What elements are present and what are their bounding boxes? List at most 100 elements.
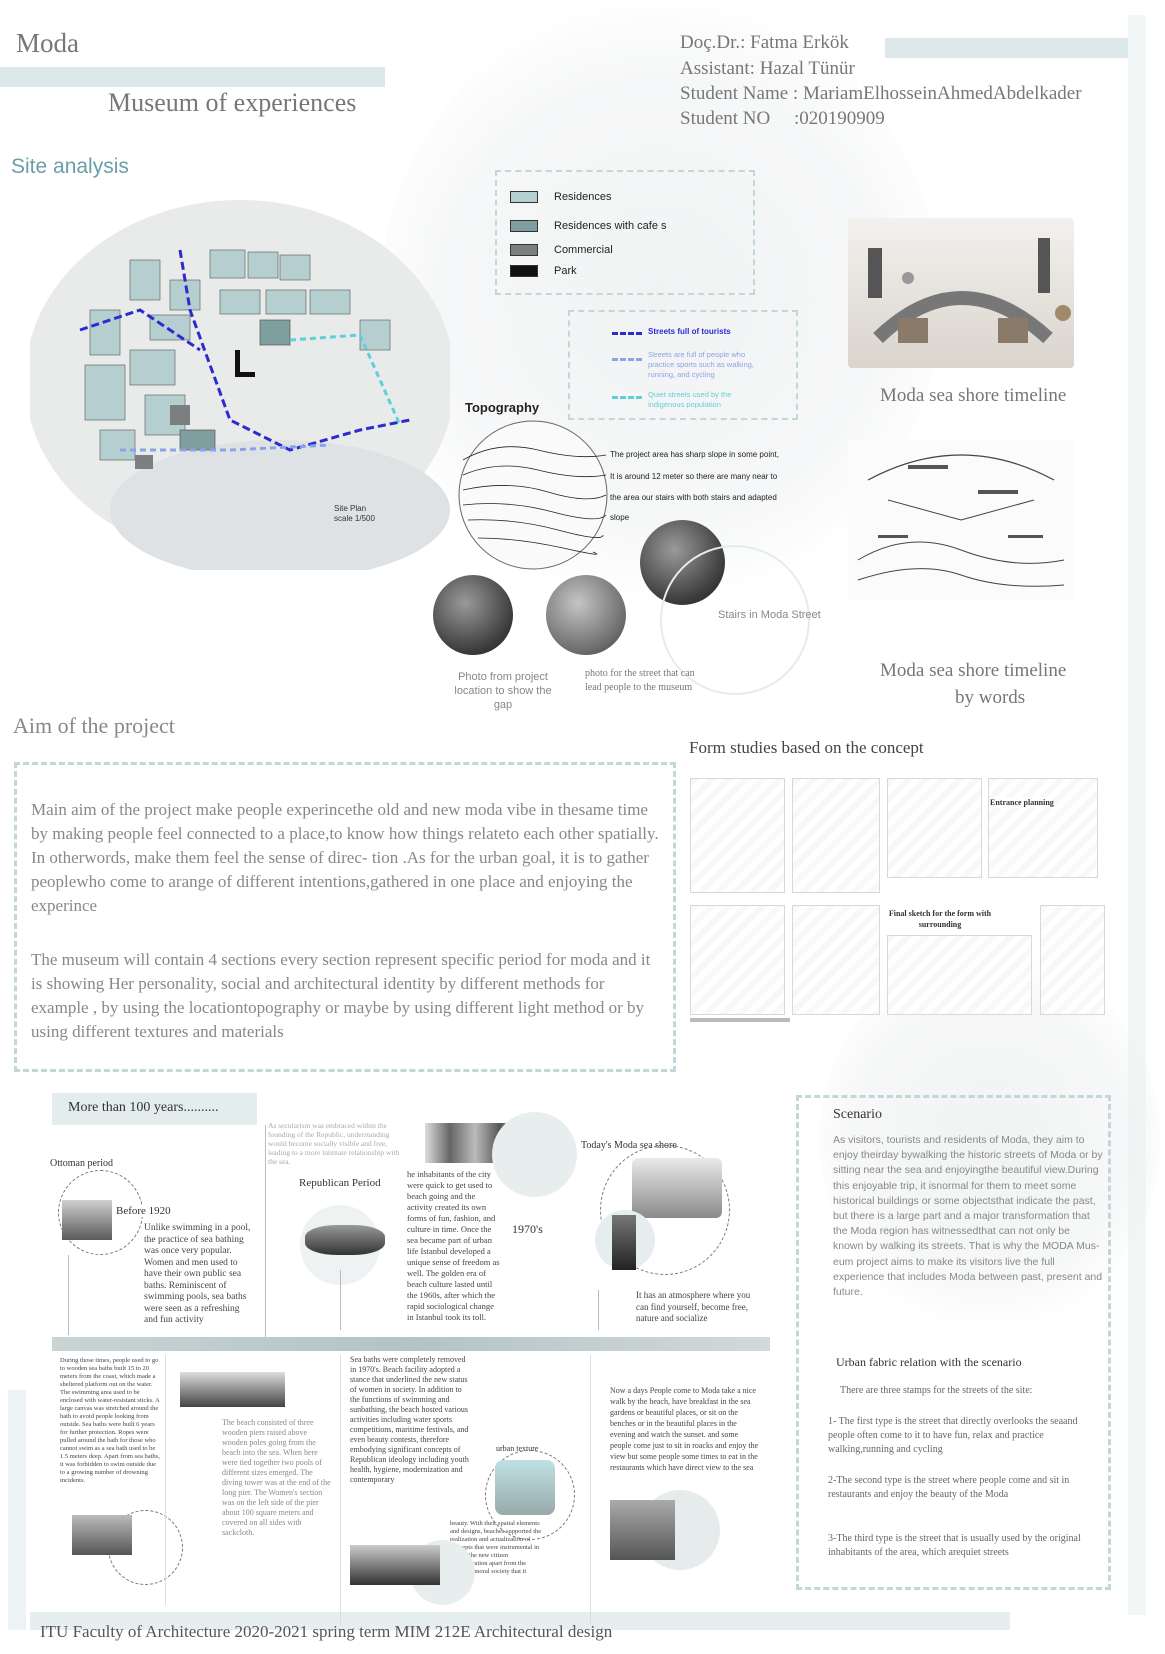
streets-legend-label: Streets full of tourists (648, 327, 731, 336)
beach-crowd-photo (350, 1545, 440, 1585)
street-photo (546, 575, 626, 655)
words-timeline-subtitle: by words (955, 687, 1026, 708)
footer-strip (30, 1612, 1010, 1630)
seventies-circle (492, 1112, 577, 1197)
aim-paragraph-1: Main aim of the project make people expe… (31, 800, 659, 915)
park-swatch (510, 265, 538, 277)
before-1920-text: Unlike swimming in a pool, the practice … (144, 1223, 251, 1325)
sea-bath-text: During those times, people used to go to… (60, 1357, 160, 1484)
entrance-planning-sketch (988, 778, 1098, 878)
streets-legend-label: Quiet streets used by the indigenous pop… (648, 390, 732, 409)
topography-text-line: It is around 12 meter so there are many … (610, 472, 778, 481)
nowadays-text: Now a days People come to Moda take a ni… (610, 1386, 759, 1472)
project-location-title: Moda (16, 28, 79, 58)
student-number: Student NO :020190909 (680, 108, 885, 129)
legend-label: Park (554, 265, 577, 277)
republican-beach-text: Sea baths were completely removed in 197… (350, 1355, 469, 1484)
today-label: Today's Moda sea shore (581, 1140, 677, 1151)
streets-legend (568, 310, 798, 420)
legend-label: Residences (554, 191, 612, 203)
form-sketch (887, 778, 982, 878)
words-diagram-drawing (857, 454, 1065, 587)
student-name: Student Name : MariamElhosseinAhmedAbdel… (680, 83, 1082, 104)
final-sketch-label: Final sketch for the form with surroundi… (888, 909, 992, 929)
timeline-title-bar (52, 1093, 257, 1125)
street-type-3: 3-The third type is the street that is u… (828, 1533, 1081, 1558)
form-sketch (792, 778, 880, 893)
scenario-box (796, 1095, 1111, 1590)
assistant-name: Assistant: Hazal Tünür (680, 58, 855, 79)
timeline-collage-title: Moda sea shore timeline (880, 385, 1067, 406)
timeline-divider (165, 1355, 166, 1605)
nowadays-photo (610, 1500, 675, 1560)
urban-fabric-title: Urban fabric relation with the scenario (836, 1355, 1022, 1369)
timeline-bar (52, 1337, 770, 1351)
legend-label: Commercial (554, 244, 613, 256)
topography-text-line: the area our stairs with both stairs and… (610, 493, 777, 502)
quiet-street-line (612, 396, 642, 399)
before-1920-label: Before 1920 (116, 1205, 171, 1217)
form-sketch (690, 778, 785, 893)
urban-texture-circle (485, 1450, 575, 1540)
final-form-sketch (887, 935, 1032, 1015)
scenario-text: As visitors, tourists and residents of M… (833, 1134, 1103, 1299)
timeline-title: More than 100 years.......... (68, 1100, 219, 1115)
aim-box (14, 762, 676, 1072)
form-sketch (690, 905, 785, 1015)
timeline-connector (598, 1290, 599, 1330)
entrance-planning-label: Entrance planning (990, 797, 1054, 808)
today-photo (632, 1158, 722, 1218)
project-subtitle: Museum of experiences (108, 88, 357, 117)
seventies-text: he inhabitants of the city were quick to… (407, 1169, 500, 1322)
collage-figures (868, 238, 1071, 344)
residences-cafes-swatch (510, 220, 538, 232)
commercial-swatch (510, 244, 538, 256)
site-plan-label: Site Plan (334, 504, 367, 513)
timeline-connector (340, 1270, 341, 1330)
header-strip-right (885, 38, 1145, 58)
urban-fabric-intro: There are three stamps for the streets o… (840, 1385, 1033, 1396)
scenario-title: Scenario (833, 1107, 882, 1122)
form-studies-title: Form studies based on the concept (689, 738, 924, 757)
aim-title: Aim of the project (13, 713, 175, 738)
legend-item-residences: Residences (510, 191, 611, 203)
legend-item-residences-cafes: Residences with cafe s (510, 220, 667, 232)
left-edge-strip (8, 1390, 26, 1630)
streets-legend-label: Streets are full of people who practice … (648, 350, 754, 379)
ottoman-period-label: Ottoman period (50, 1158, 114, 1169)
decorative-circle (660, 545, 810, 695)
land-use-legend (495, 170, 755, 295)
legend-label: Residences with cafe s (554, 220, 667, 232)
form-studies-underline (690, 1018, 790, 1022)
today-circle (600, 1145, 730, 1275)
header-strip-left (0, 67, 385, 87)
tower-photo (612, 1215, 636, 1270)
form-sketch (1040, 905, 1105, 1015)
tourist-street-line (612, 332, 642, 335)
legend-item-commercial: Commercial (510, 244, 613, 256)
aim-paragraph-2: The museum will contain 4 sections every… (31, 950, 651, 1041)
timeline-connector (68, 1255, 69, 1335)
street-type-2: 2-The second type is the street where pe… (828, 1475, 1070, 1500)
republican-period-label: Republican Period (299, 1177, 381, 1189)
sea-bath-photo (72, 1515, 132, 1555)
site-plan-map (30, 200, 450, 570)
gap-photo-caption: Photo from project location to show the … (454, 671, 552, 711)
street-type-1: 1- The first type is the street that dir… (828, 1416, 1078, 1455)
site-plan-scale: scale 1/500 (334, 514, 375, 523)
site-analysis-title: Site analysis (11, 155, 129, 178)
beach-aerial-photo (495, 1460, 555, 1515)
republican-photo (305, 1225, 385, 1255)
urban-texture-label: urban texture (496, 1444, 539, 1453)
residences-swatch (510, 191, 538, 203)
topography-section (458, 420, 608, 570)
footer-text: ITU Faculty of Architecture 2020-2021 sp… (40, 1622, 613, 1641)
topography-text-line: slope (610, 513, 630, 522)
legend-item-park: Park (510, 265, 577, 277)
site-gap-photo (433, 575, 513, 655)
stairs-photo-caption: Stairs in Moda Street (718, 609, 821, 621)
topography-text-line: The project area has sharp slope in some… (610, 450, 779, 459)
republican-text: As secularism was embraced within the fo… (268, 1121, 400, 1166)
timeline-divider (590, 1355, 591, 1625)
pier-text: The beach consisted of three wooden pier… (222, 1418, 331, 1537)
